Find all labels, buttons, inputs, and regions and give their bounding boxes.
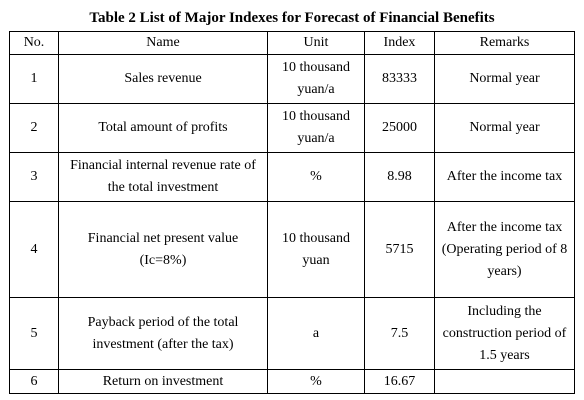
table-title: Table 2 List of Major Indexes for Foreca… xyxy=(89,10,495,26)
cell-remarks xyxy=(434,369,575,394)
cell-index: 7.5 xyxy=(364,297,435,370)
header-index: Index xyxy=(364,31,435,55)
table-row: 5 Payback period of the total investment… xyxy=(9,297,575,370)
cell-remarks: Normal year xyxy=(434,54,575,104)
cell-index: 8.98 xyxy=(364,152,435,202)
cell-index: 5715 xyxy=(364,201,435,298)
table-row: 6 Return on investment % 16.67 xyxy=(9,369,575,394)
cell-index: 16.67 xyxy=(364,369,435,394)
cell-unit: % xyxy=(267,369,365,394)
cell-remarks: After the income tax xyxy=(434,152,575,202)
cell-no: 5 xyxy=(9,297,59,370)
cell-unit: 10 thousand yuan xyxy=(267,201,365,298)
cell-unit: 10 thousand yuan/a xyxy=(267,54,365,104)
header-name: Name xyxy=(58,31,268,55)
cell-no: 1 xyxy=(9,54,59,104)
cell-name: Return on investment xyxy=(58,369,268,394)
table-row: 4 Financial net present value (Ic=8%) 10… xyxy=(9,201,575,298)
cell-remarks: Including the construction period of 1.5… xyxy=(434,297,575,370)
cell-name: Financial internal revenue rate of the t… xyxy=(58,152,268,202)
cell-unit: % xyxy=(267,152,365,202)
cell-no: 3 xyxy=(9,152,59,202)
cell-name: Total amount of profits xyxy=(58,103,268,153)
cell-remarks: After the income tax (Operating period o… xyxy=(434,201,575,298)
table-row: 2 Total amount of profits 10 thousand yu… xyxy=(9,103,575,153)
table-header-row: No. Name Unit Index Remarks xyxy=(9,31,575,55)
cell-unit: a xyxy=(267,297,365,370)
cell-name: Financial net present value (Ic=8%) xyxy=(58,201,268,298)
cell-no: 4 xyxy=(9,201,59,298)
financial-indexes-table: No. Name Unit Index Remarks 1 Sales reve… xyxy=(9,31,575,394)
cell-no: 6 xyxy=(9,369,59,394)
cell-name: Sales revenue xyxy=(58,54,268,104)
cell-index: 83333 xyxy=(364,54,435,104)
table-row: 3 Financial internal revenue rate of the… xyxy=(9,152,575,202)
table-row: 1 Sales revenue 10 thousand yuan/a 83333… xyxy=(9,54,575,104)
header-no: No. xyxy=(9,31,59,55)
cell-no: 2 xyxy=(9,103,59,153)
cell-unit: 10 thousand yuan/a xyxy=(267,103,365,153)
cell-name: Payback period of the total investment (… xyxy=(58,297,268,370)
header-remarks: Remarks xyxy=(434,31,575,55)
cell-remarks: Normal year xyxy=(434,103,575,153)
header-unit: Unit xyxy=(267,31,365,55)
cell-index: 25000 xyxy=(364,103,435,153)
